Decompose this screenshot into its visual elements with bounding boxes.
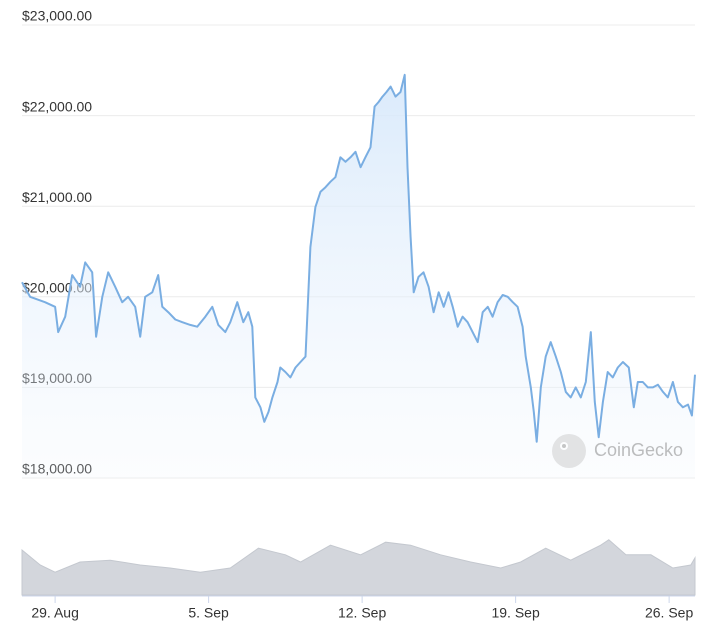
y-tick-label: $22,000.00 xyxy=(22,98,92,114)
x-tick-label: 12. Sep xyxy=(338,605,386,621)
volume-area xyxy=(21,539,696,596)
y-tick-label: $21,000.00 xyxy=(22,189,92,205)
x-tick-label: 26. Sep xyxy=(645,605,693,621)
x-tick-label: 19. Sep xyxy=(491,605,539,621)
watermark-text: CoinGecko xyxy=(594,440,683,460)
x-tick-label: 29. Aug xyxy=(31,605,79,621)
y-tick-label: $23,000.00 xyxy=(22,8,92,24)
watermark: CoinGecko xyxy=(552,434,683,468)
price-area xyxy=(22,74,695,479)
x-tick-label: 5. Sep xyxy=(188,605,229,621)
price-line xyxy=(21,73,696,443)
